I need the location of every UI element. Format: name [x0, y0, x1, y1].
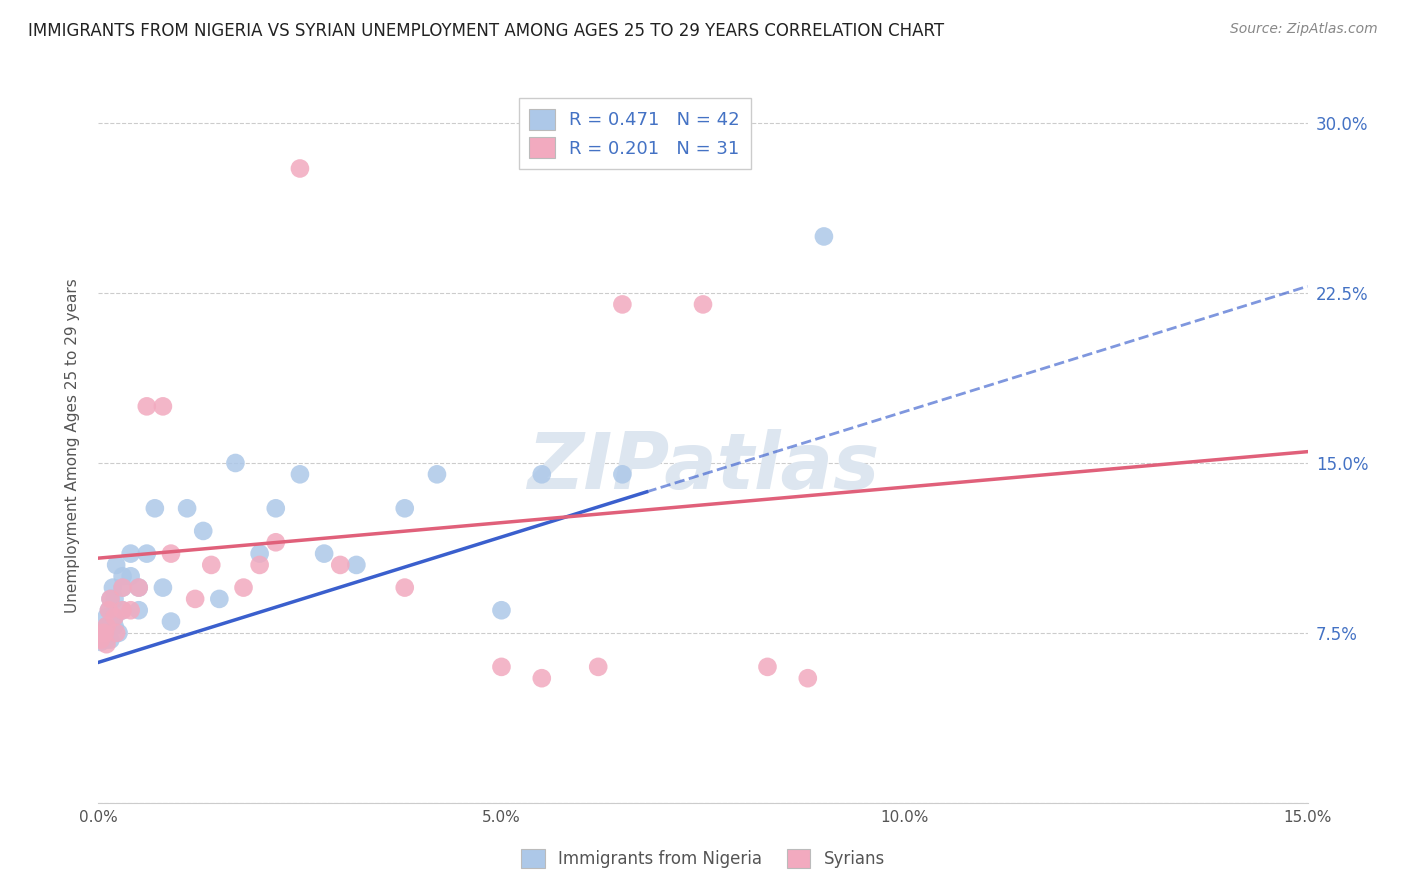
- Point: [91, 626, 114, 640]
- Point: [97, 603, 120, 617]
- Point: [96, 610, 118, 624]
- Point: [94, 626, 117, 640]
- Point: [530, 467, 553, 482]
- Point: [249, 558, 271, 572]
- Point: [176, 501, 198, 516]
- Point: [224, 456, 246, 470]
- Point: [111, 569, 134, 583]
- Text: ZIPatlas: ZIPatlas: [527, 429, 879, 506]
- Point: [128, 603, 150, 617]
- Point: [491, 603, 513, 617]
- Point: [208, 591, 231, 606]
- Point: [756, 660, 779, 674]
- Legend: Immigrants from Nigeria, Syrians: Immigrants from Nigeria, Syrians: [513, 840, 893, 877]
- Point: [128, 581, 150, 595]
- Point: [111, 603, 134, 617]
- Point: [160, 615, 183, 629]
- Point: [232, 581, 254, 595]
- Point: [264, 501, 287, 516]
- Point: [797, 671, 820, 685]
- Point: [90, 635, 112, 649]
- Point: [135, 547, 157, 561]
- Point: [612, 297, 634, 311]
- Point: [264, 535, 287, 549]
- Point: [184, 591, 207, 606]
- Point: [160, 547, 183, 561]
- Point: [100, 591, 122, 606]
- Point: [329, 558, 352, 572]
- Point: [143, 501, 166, 516]
- Point: [111, 581, 134, 595]
- Point: [96, 632, 118, 647]
- Point: [97, 603, 120, 617]
- Text: Source: ZipAtlas.com: Source: ZipAtlas.com: [1230, 22, 1378, 37]
- Point: [344, 558, 367, 572]
- Point: [91, 626, 114, 640]
- Point: [107, 626, 129, 640]
- Point: [152, 400, 174, 414]
- Point: [96, 619, 118, 633]
- Point: [96, 637, 118, 651]
- Point: [612, 467, 634, 482]
- Point: [692, 297, 714, 311]
- Point: [491, 660, 513, 674]
- Point: [103, 610, 125, 624]
- Point: [120, 569, 142, 583]
- Point: [426, 467, 449, 482]
- Point: [394, 581, 416, 595]
- Point: [128, 581, 150, 595]
- Point: [530, 671, 553, 685]
- Point: [93, 626, 115, 640]
- Point: [813, 229, 835, 244]
- Point: [200, 558, 222, 572]
- Point: [111, 581, 134, 595]
- Point: [193, 524, 215, 538]
- Y-axis label: Unemployment Among Ages 25 to 29 years: Unemployment Among Ages 25 to 29 years: [65, 278, 80, 614]
- Point: [90, 632, 112, 647]
- Point: [586, 660, 609, 674]
- Point: [120, 603, 142, 617]
- Point: [111, 603, 134, 617]
- Point: [135, 400, 157, 414]
- Point: [101, 581, 124, 595]
- Point: [96, 619, 118, 633]
- Point: [105, 626, 128, 640]
- Point: [105, 558, 128, 572]
- Point: [288, 161, 311, 176]
- Text: IMMIGRANTS FROM NIGERIA VS SYRIAN UNEMPLOYMENT AMONG AGES 25 TO 29 YEARS CORRELA: IMMIGRANTS FROM NIGERIA VS SYRIAN UNEMPL…: [28, 22, 945, 40]
- Point: [103, 619, 125, 633]
- Point: [394, 501, 416, 516]
- Point: [97, 619, 120, 633]
- Point: [120, 547, 142, 561]
- Point: [288, 467, 311, 482]
- Point: [249, 547, 271, 561]
- Point: [152, 581, 174, 595]
- Point: [314, 547, 336, 561]
- Point: [103, 591, 125, 606]
- Point: [100, 591, 122, 606]
- Point: [103, 610, 125, 624]
- Point: [100, 632, 122, 647]
